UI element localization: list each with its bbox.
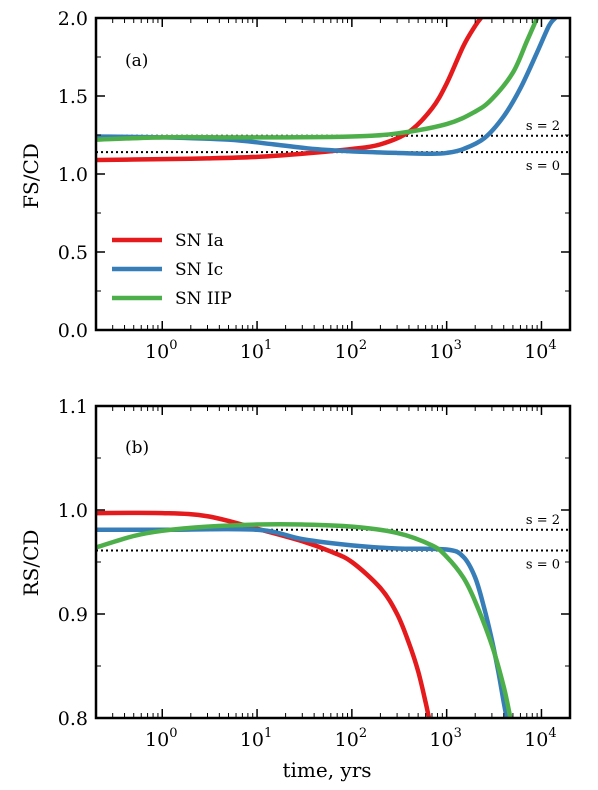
series-line-sn-iip (96, 522, 513, 718)
legend-label: SN IIP (175, 289, 232, 309)
reference-line-label: s = 2 (526, 119, 560, 134)
x-tick-label: 100 (145, 726, 177, 751)
panel-label-b: (b) (125, 438, 149, 458)
reference-line-label: s = 0 (526, 159, 560, 174)
y-axis-label-b: RS/CD (19, 530, 43, 597)
x-tick-label: 104 (524, 726, 556, 751)
y-tick-label: 1.1 (58, 396, 88, 418)
reference-line-label: s = 2 (526, 513, 560, 528)
legend-label: SN Ia (175, 231, 224, 251)
series-line-sn-ia (96, 510, 432, 718)
x-axis-label-b: time, yrs (282, 758, 371, 782)
y-tick-label: 1.5 (58, 86, 88, 108)
reference-lines-a: s = 2 s = 0 (96, 119, 570, 174)
series-layer-b (96, 510, 513, 718)
legend: SN Ia SN Ic SN IIP (112, 231, 232, 309)
series-line-sn-iip (96, 18, 540, 142)
x-tick-label: 104 (524, 338, 556, 363)
y-tick-label: 1.0 (58, 500, 88, 522)
y-tick-label: 0.8 (58, 708, 88, 730)
series-line-sn-ia (96, 18, 483, 163)
x-tick-label: 100 (145, 338, 177, 363)
series-line-sn-ic (96, 18, 558, 156)
plot-frame-a (94, 16, 572, 332)
reference-line-label: s = 0 (526, 558, 560, 573)
x-tick-label: 103 (429, 726, 461, 751)
panel-a: s = 2 s = 0 100 101 102 103 104 0.0 0.5 1.0 1.5 2.… (19, 8, 572, 363)
plot-frame-b (94, 404, 572, 720)
panel-b: s = 2 s = 0 100 101 102 103 104 0.8 0.9 1.0 1.1 (… (19, 396, 572, 782)
y-axis-label-a: FS/CD (19, 143, 43, 209)
x-tick-label: 103 (429, 338, 461, 363)
legend-label: SN Ic (175, 260, 223, 280)
x-tick-label: 102 (335, 726, 367, 751)
y-tick-label: 2.0 (58, 8, 88, 30)
y-tick-label: 0.5 (58, 242, 88, 264)
y-tick-label: 0.9 (58, 604, 88, 626)
y-tick-label: 1.0 (58, 164, 88, 186)
x-tick-label: 101 (240, 726, 272, 751)
x-tick-label: 102 (335, 338, 367, 363)
series-layer-a (96, 18, 558, 163)
y-tick-label: 0.0 (58, 320, 88, 342)
x-tick-label: 101 (240, 338, 272, 363)
panel-label-a: (a) (125, 51, 148, 71)
